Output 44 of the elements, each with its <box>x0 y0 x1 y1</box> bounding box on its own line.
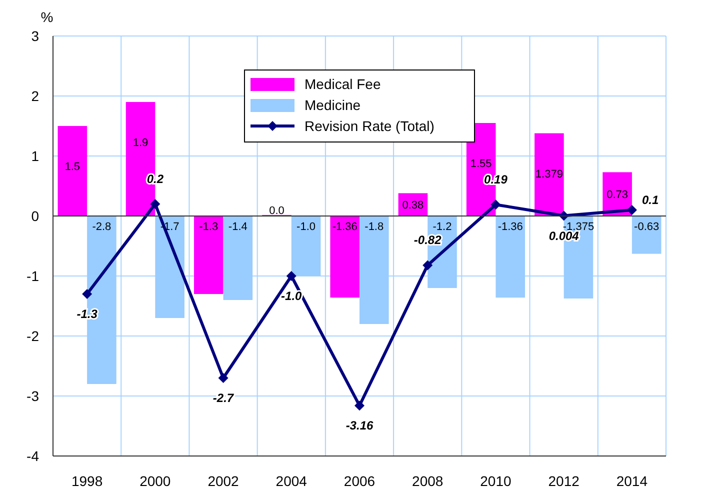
x-tick-label: 2006 <box>344 473 376 489</box>
legend-label: Medical Fee <box>304 76 381 92</box>
x-tick-label: 2008 <box>412 473 444 489</box>
data-label: -1.36 <box>498 221 523 233</box>
data-label: -2.8 <box>92 221 112 233</box>
data-label: -1.0 <box>281 289 302 303</box>
x-tick-label: 2004 <box>276 473 308 489</box>
y-tick-label: 2 <box>31 88 40 104</box>
data-label: 0.73 <box>606 189 628 202</box>
data-label: 1.9 <box>132 137 148 149</box>
y-axis-title: % <box>40 9 54 25</box>
y-tick-label: 0 <box>31 208 40 224</box>
x-tick-label: 2002 <box>208 473 240 489</box>
legend-label: Medicine <box>304 97 361 113</box>
data-label: -1.3 <box>76 307 98 321</box>
data-label: 1.379 <box>535 168 563 180</box>
data-label: -1.36 <box>332 221 358 233</box>
x-tick-label: 2014 <box>616 473 648 489</box>
data-label: -0.63 <box>634 221 660 233</box>
x-tick-label: 2010 <box>480 473 512 489</box>
data-label: -1.4 <box>228 221 248 233</box>
data-label: -1.8 <box>364 221 384 233</box>
y-tick-label: 1 <box>31 148 40 164</box>
legend-label: Revision Rate (Total) <box>304 118 434 134</box>
data-label: -3.16 <box>346 418 374 433</box>
data-label: 0.1 <box>642 193 659 207</box>
y-tick-label: 3 <box>31 28 40 44</box>
data-label: 1.5 <box>64 161 80 173</box>
x-tick-label: 1998 <box>71 473 103 489</box>
data-label: -1.2 <box>432 221 452 233</box>
data-label: -1.3 <box>199 221 218 233</box>
data-label: -2.7 <box>212 391 235 405</box>
y-tick-label: -2 <box>26 328 40 344</box>
y-tick-label: -4 <box>26 448 40 464</box>
data-label: -1.0 <box>296 221 316 233</box>
y-tick-label: -3 <box>26 388 40 404</box>
x-tick-label: 2012 <box>548 473 580 489</box>
data-label: 1.55 <box>470 158 492 170</box>
x-tick-label: 2000 <box>140 473 171 489</box>
data-label: 0.0 <box>269 205 284 217</box>
data-label: 0.38 <box>402 200 424 212</box>
data-label: -0.82 <box>414 233 442 248</box>
y-tick-label: -1 <box>26 268 40 284</box>
data-label: -1.375 <box>562 221 594 233</box>
